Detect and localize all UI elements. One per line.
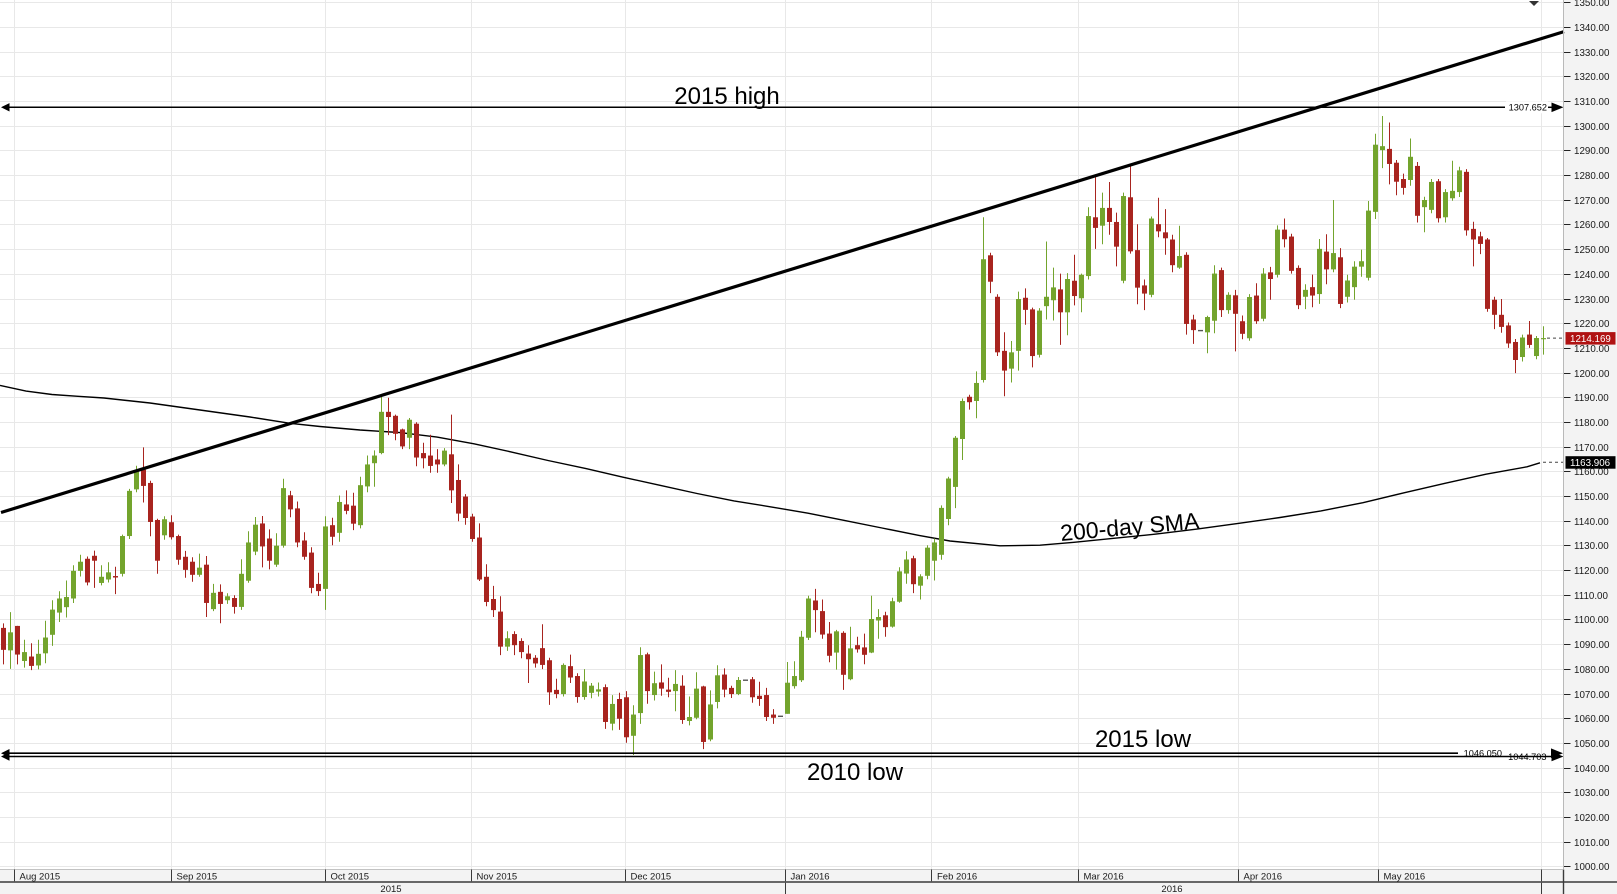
svg-text:2016: 2016 bbox=[1161, 884, 1182, 894]
svg-text:1260.00: 1260.00 bbox=[1574, 220, 1610, 231]
svg-text:2015: 2015 bbox=[380, 884, 401, 894]
svg-text:1310.00: 1310.00 bbox=[1574, 97, 1610, 108]
svg-text:1280.00: 1280.00 bbox=[1574, 171, 1610, 182]
svg-text:Jan 2016: Jan 2016 bbox=[791, 872, 830, 883]
svg-text:Apr 2016: Apr 2016 bbox=[1244, 872, 1283, 883]
svg-text:Feb 2016: Feb 2016 bbox=[937, 872, 977, 883]
svg-text:1307.652: 1307.652 bbox=[1509, 103, 1547, 113]
svg-text:Nov 2015: Nov 2015 bbox=[477, 872, 518, 883]
svg-text:1044.703: 1044.703 bbox=[1508, 752, 1546, 762]
svg-text:1290.00: 1290.00 bbox=[1574, 146, 1610, 157]
svg-text:1080.00: 1080.00 bbox=[1574, 665, 1610, 676]
svg-text:1050.00: 1050.00 bbox=[1574, 739, 1610, 750]
svg-text:1120.00: 1120.00 bbox=[1574, 566, 1609, 577]
svg-text:1214.169: 1214.169 bbox=[1570, 334, 1611, 345]
svg-text:1090.00: 1090.00 bbox=[1574, 640, 1610, 651]
svg-text:1190.00: 1190.00 bbox=[1574, 393, 1609, 404]
svg-text:1270.00: 1270.00 bbox=[1574, 196, 1610, 207]
svg-text:1210.00: 1210.00 bbox=[1574, 344, 1610, 355]
svg-text:Sep 2015: Sep 2015 bbox=[177, 872, 218, 883]
svg-text:1330.00: 1330.00 bbox=[1574, 48, 1610, 59]
svg-text:1060.00: 1060.00 bbox=[1574, 714, 1610, 725]
svg-text:1300.00: 1300.00 bbox=[1574, 122, 1610, 133]
svg-text:1230.00: 1230.00 bbox=[1574, 295, 1610, 306]
svg-text:1240.00: 1240.00 bbox=[1574, 270, 1610, 281]
svg-text:1220.00: 1220.00 bbox=[1574, 319, 1610, 330]
svg-text:Mar 2016: Mar 2016 bbox=[1084, 872, 1124, 883]
svg-text:1250.00: 1250.00 bbox=[1574, 245, 1610, 256]
svg-text:1040.00: 1040.00 bbox=[1574, 764, 1610, 775]
svg-text:May 2016: May 2016 bbox=[1384, 872, 1426, 883]
svg-text:1070.00: 1070.00 bbox=[1574, 690, 1610, 701]
svg-text:Aug 2015: Aug 2015 bbox=[20, 872, 61, 883]
svg-text:1030.00: 1030.00 bbox=[1574, 788, 1610, 799]
svg-text:1170.00: 1170.00 bbox=[1574, 443, 1609, 454]
svg-text:2015 low: 2015 low bbox=[1095, 726, 1192, 753]
svg-text:1010.00: 1010.00 bbox=[1574, 838, 1610, 849]
svg-text:1140.00: 1140.00 bbox=[1574, 517, 1609, 528]
svg-text:1320.00: 1320.00 bbox=[1574, 72, 1610, 83]
svg-text:Oct 2015: Oct 2015 bbox=[331, 872, 370, 883]
svg-text:1000.00: 1000.00 bbox=[1574, 862, 1610, 873]
svg-text:1046.050: 1046.050 bbox=[1464, 749, 1502, 759]
svg-text:1110.00: 1110.00 bbox=[1574, 591, 1609, 602]
svg-text:1130.00: 1130.00 bbox=[1574, 541, 1609, 552]
svg-text:1100.00: 1100.00 bbox=[1574, 615, 1609, 626]
svg-text:1163.906: 1163.906 bbox=[1570, 458, 1611, 469]
svg-text:1200.00: 1200.00 bbox=[1574, 369, 1610, 380]
svg-text:1020.00: 1020.00 bbox=[1574, 813, 1610, 824]
svg-text:2010 low: 2010 low bbox=[807, 759, 904, 786]
svg-text:1350.00: 1350.00 bbox=[1574, 0, 1610, 9]
svg-text:2015 high: 2015 high bbox=[674, 83, 779, 110]
svg-text:1160.00: 1160.00 bbox=[1574, 467, 1609, 478]
svg-text:Dec 2015: Dec 2015 bbox=[631, 872, 672, 883]
svg-text:1340.00: 1340.00 bbox=[1574, 23, 1610, 34]
svg-text:1180.00: 1180.00 bbox=[1574, 418, 1609, 429]
svg-text:1150.00: 1150.00 bbox=[1574, 492, 1609, 503]
